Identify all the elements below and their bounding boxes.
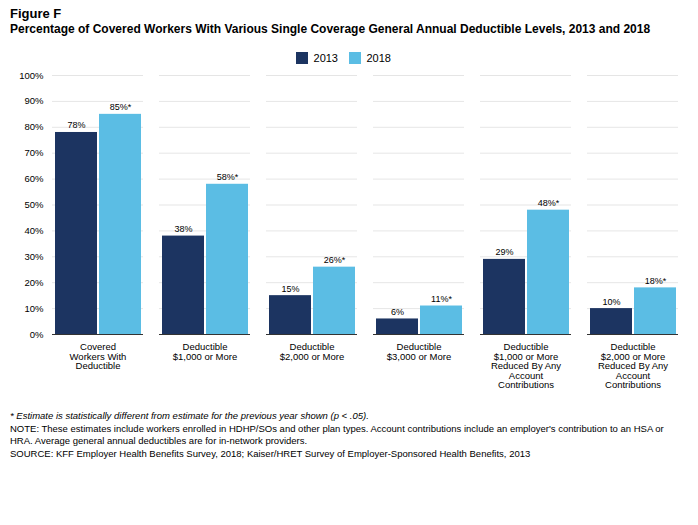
svg-text:Deductible$1,000 or MoreReduce: Deductible$1,000 or MoreReduced By AnyAc…	[491, 341, 561, 390]
svg-text:30%: 30%	[24, 251, 44, 262]
html-text:2013: 2013	[313, 51, 338, 64]
svg-text:15%: 15%	[281, 284, 299, 294]
svg-text:0%: 0%	[30, 329, 44, 340]
svg-text:100%: 100%	[19, 70, 44, 81]
svg-text:85%*: 85%*	[110, 102, 132, 112]
svg-text:48%*: 48%*	[538, 198, 560, 208]
svg-text:26%*: 26%*	[324, 255, 346, 265]
svg-text:20%: 20%	[24, 277, 44, 288]
svg-text:CoveredWorkers WithDeductible: CoveredWorkers WithDeductible	[70, 341, 127, 371]
svg-text:18%*: 18%*	[645, 276, 667, 286]
svg-text:60%: 60%	[24, 173, 44, 184]
svg-text:58%*: 58%*	[217, 172, 239, 182]
svg-text:78%: 78%	[67, 120, 85, 130]
svg-text:6%: 6%	[391, 307, 404, 317]
svg-text:70%: 70%	[24, 147, 44, 158]
svg-text:10%: 10%	[24, 303, 44, 314]
svg-text:80%: 80%	[24, 121, 44, 132]
html-text:2018: 2018	[366, 51, 391, 64]
html-text:Percentage of Covered Workers: Percentage of Covered Workers With Vario…	[10, 22, 651, 36]
svg-text:11%*: 11%*	[431, 294, 452, 304]
svg-text:38%: 38%	[174, 224, 192, 234]
svg-text:40%: 40%	[24, 225, 44, 236]
html-text:NOTE: These estimates include: NOTE: These estimates include workers en…	[10, 423, 664, 446]
svg-text:Deductible$2,000 or MoreReduce: Deductible$2,000 or MoreReduced By AnyAc…	[598, 341, 668, 390]
svg-text:Deductible$1,000 or More: Deductible$1,000 or More	[173, 341, 237, 362]
html-text:SOURCE: KFF Employer Health Be: SOURCE: KFF Employer Health Benefits Sur…	[10, 448, 531, 459]
html-text:Figure F: Figure F	[10, 6, 62, 21]
svg-text:50%: 50%	[24, 199, 44, 210]
svg-text:10%: 10%	[602, 297, 620, 307]
svg-text:Deductible$3,000 or More: Deductible$3,000 or More	[387, 341, 451, 362]
svg-text:29%: 29%	[495, 247, 513, 257]
svg-text:90%: 90%	[24, 95, 44, 106]
html-text:* Estimate is statistically di: * Estimate is statistically different fr…	[10, 410, 369, 421]
svg-text:Deductible$2,000 or More: Deductible$2,000 or More	[280, 341, 344, 362]
